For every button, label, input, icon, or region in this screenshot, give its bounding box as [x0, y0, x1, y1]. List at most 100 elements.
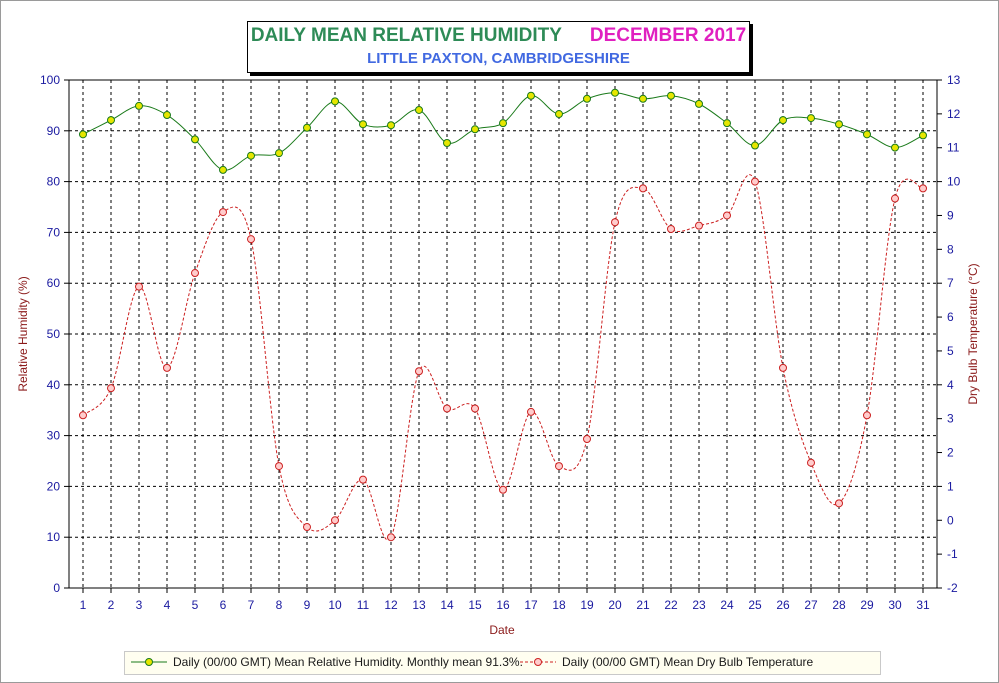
- humidity-point: [331, 97, 339, 106]
- y-left-tick-label: 10: [47, 530, 61, 544]
- temperature-point: [191, 269, 199, 278]
- temperature-point: [359, 475, 367, 484]
- x-tick-label: 13: [412, 598, 426, 612]
- y-right-tick-label: 5: [947, 344, 954, 358]
- temperature-point: [555, 462, 563, 471]
- temperature-point: [583, 434, 591, 443]
- x-tick-label: 17: [524, 598, 538, 612]
- y-right-tick-label: 2: [947, 446, 954, 460]
- legend-item-temperature: Daily (00/00 GMT) Mean Dry Bulb Temperat…: [518, 655, 813, 669]
- humidity-point: [107, 116, 115, 125]
- x-tick-label: 19: [580, 598, 594, 612]
- x-tick-label: 27: [804, 598, 818, 612]
- humidity-point: [919, 131, 927, 140]
- x-tick-label: 20: [608, 598, 622, 612]
- temperature-point: [79, 411, 87, 420]
- y-left-tick-label: 100: [40, 73, 60, 87]
- humidity-point: [779, 116, 787, 125]
- y-right-tick-label: 7: [947, 276, 954, 290]
- x-tick-label: 26: [776, 598, 790, 612]
- y-right-tick-label: 4: [947, 378, 954, 392]
- y-right-tick-label: 11: [947, 141, 960, 155]
- y-right-tick-label: 9: [947, 208, 954, 222]
- x-tick-label: 9: [304, 598, 311, 612]
- x-tick-label: 21: [636, 598, 650, 612]
- temperature-point: [695, 221, 703, 230]
- humidity-point: [415, 105, 423, 114]
- x-tick-label: 22: [664, 598, 678, 612]
- humidity-point: [275, 149, 283, 158]
- x-tick-label: 8: [276, 598, 283, 612]
- y-right-tick-label: 8: [947, 242, 954, 256]
- x-tick-label: 16: [496, 598, 510, 612]
- temperature-point: [667, 225, 675, 234]
- y-left-tick-label: 30: [47, 429, 61, 443]
- x-tick-label: 15: [468, 598, 482, 612]
- humidity-point: [611, 88, 619, 97]
- humidity-point: [499, 119, 507, 128]
- y-right-tick-label: 6: [947, 310, 954, 324]
- x-tick-label: 6: [220, 598, 227, 612]
- humidity-point: [695, 99, 703, 108]
- y-left-tick-label: 20: [47, 479, 61, 493]
- temperature-point: [247, 235, 255, 244]
- temperature-point: [163, 363, 171, 372]
- legend-humidity-swatch: [131, 658, 167, 666]
- temperature-point: [331, 516, 339, 525]
- humidity-point: [443, 138, 451, 147]
- humidity-point: [807, 114, 815, 123]
- y-right-tick-label: 1: [947, 479, 954, 493]
- humidity-point: [191, 135, 199, 144]
- humidity-point: [583, 94, 591, 103]
- humidity-point: [359, 120, 367, 129]
- temperature-point: [471, 404, 479, 413]
- x-tick-label: 23: [692, 598, 706, 612]
- x-tick-label: 30: [888, 598, 902, 612]
- humidity-point: [471, 125, 479, 134]
- x-tick-label: 11: [357, 598, 370, 612]
- temperature-point: [135, 282, 143, 291]
- y-left-tick-label: 0: [53, 581, 60, 595]
- temperature-point: [443, 404, 451, 413]
- legend-temperature-label: Daily (00/00 GMT) Mean Dry Bulb Temperat…: [562, 655, 814, 669]
- y-right-tick-label: 3: [947, 412, 954, 426]
- series-layer: [79, 88, 927, 542]
- temperature-point: [387, 533, 395, 542]
- x-tick-label: 25: [748, 598, 762, 612]
- humidity-point: [751, 141, 759, 150]
- x-tick-label: 28: [832, 598, 846, 612]
- x-tick-label: 7: [248, 598, 255, 612]
- x-tick-label: 2: [108, 598, 115, 612]
- y-axis-left-label: Relative Humidity (%): [16, 276, 30, 391]
- humidity-point: [387, 121, 395, 130]
- humidity-point: [891, 143, 899, 152]
- x-tick-label: 4: [164, 598, 171, 612]
- x-tick-label: 5: [192, 598, 199, 612]
- temperature-point: [863, 411, 871, 420]
- humidity-point: [527, 91, 535, 100]
- temperature-point: [219, 208, 227, 217]
- legend-humidity-label: Daily (00/00 GMT) Mean Relative Humidity…: [173, 655, 523, 669]
- x-tick-label: 1: [80, 598, 87, 612]
- y-left-tick-label: 70: [47, 225, 61, 239]
- x-tick-label: 31: [916, 598, 930, 612]
- temperature-point: [807, 458, 815, 467]
- x-tick-label: 29: [860, 598, 874, 612]
- legend-temperature-swatch: [520, 658, 556, 666]
- y-left-tick-label: 40: [47, 378, 61, 392]
- temperature-point: [611, 218, 619, 227]
- y-right-tick-label: 12: [947, 107, 961, 121]
- legend-item-humidity: Daily (00/00 GMT) Mean Relative Humidity…: [129, 655, 523, 669]
- temperature-point: [107, 384, 115, 393]
- y-right-tick-label: 10: [947, 175, 961, 189]
- y-axis-right-label: Dry Bulb Temperature (°C): [966, 263, 980, 404]
- y-right-tick-label: -2: [947, 581, 958, 595]
- grid-layer: [69, 80, 937, 588]
- humidity-point: [555, 110, 563, 119]
- temperature-point: [779, 363, 787, 372]
- chart-subtitle: LITTLE PAXTON, CAMBRIDGESHIRE: [367, 50, 630, 67]
- chart-title: DAILY MEAN RELATIVE HUMIDITY: [250, 25, 562, 46]
- y-right-tick-label: 13: [947, 73, 961, 87]
- x-tick-label: 18: [552, 598, 566, 612]
